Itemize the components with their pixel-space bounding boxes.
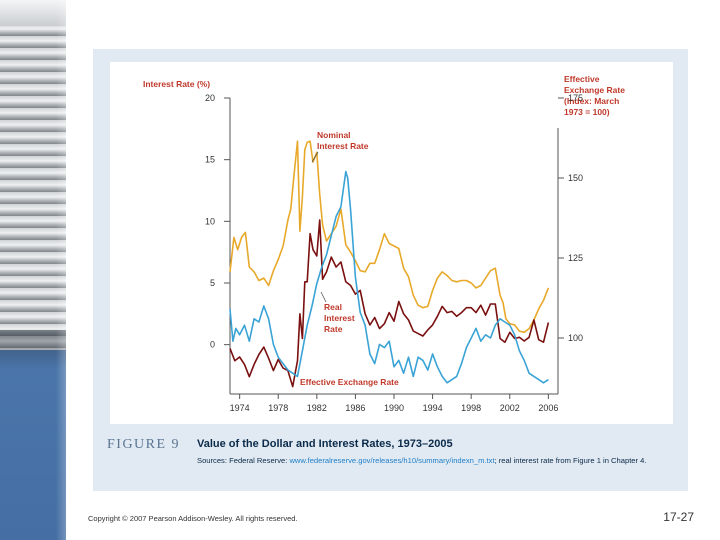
sources-prefix: Sources: Federal Reserve: bbox=[197, 456, 290, 465]
right-axis-title-line: (Index: March bbox=[564, 96, 619, 106]
x-axis-tick-label: 1978 bbox=[268, 403, 288, 413]
right-axis-title-line: 1973 = 100) bbox=[564, 107, 610, 117]
figure-label: FIGURE 9 bbox=[107, 437, 181, 452]
sources-link[interactable]: www.federalreserve.gov/releases/h10/summ… bbox=[289, 456, 495, 465]
left-axis-tick-label: 5 bbox=[210, 278, 215, 288]
right-axis-title-line: Exchange Rate bbox=[564, 85, 625, 95]
axis-ticks: 20 15 10 5 0 175 150 125 100 1974 1978 1982 1986 1990… bbox=[205, 93, 583, 413]
strip-edge-highlight bbox=[56, 0, 66, 540]
annotation-line: Interest bbox=[324, 313, 355, 323]
copyright-text: Copyright © 2007 Pearson Addison-Wesley.… bbox=[88, 514, 298, 523]
coin-stack-shadow bbox=[0, 330, 66, 370]
annotation-line: Interest Rate bbox=[317, 141, 369, 151]
annotation-real-leader bbox=[320, 291, 327, 303]
coin-stack-top bbox=[0, 0, 66, 26]
x-axis-tick-label: 1974 bbox=[230, 403, 250, 413]
right-axis-title: Effective Exchange Rate (Index: March 19… bbox=[564, 74, 627, 117]
series-line-exchange bbox=[229, 170, 549, 384]
annotation-exchange: Effective Exchange Rate bbox=[300, 377, 399, 387]
x-axis-tick-label: 1986 bbox=[345, 403, 365, 413]
x-axis-tick-label: 2006 bbox=[538, 403, 558, 413]
annotation-line: Nominal bbox=[317, 130, 351, 140]
annotation-real: Real Interest Rate bbox=[324, 302, 357, 334]
annotation-line: Real bbox=[324, 302, 342, 312]
left-axis-title: Interest Rate (%) bbox=[143, 79, 210, 89]
annotation-line: Rate bbox=[324, 324, 343, 334]
x-axis-tick-label: 1982 bbox=[307, 403, 327, 413]
left-axis-tick-label: 15 bbox=[205, 155, 215, 165]
left-axis-tick-label: 0 bbox=[210, 340, 215, 350]
series-line-real bbox=[229, 219, 550, 388]
chart-area bbox=[110, 62, 673, 424]
page-number: 17-27 bbox=[663, 510, 694, 524]
sources-suffix: ; real interest rate from Figure 1 in Ch… bbox=[494, 456, 647, 465]
right-axis-tick-label: 175 bbox=[568, 93, 583, 103]
figure-title: Value of the Dollar and Interest Rates, … bbox=[197, 438, 453, 450]
annotation-nominal: Nominal Interest Rate bbox=[317, 130, 369, 151]
coin-stack-image bbox=[0, 0, 66, 540]
right-axis-tick-label: 150 bbox=[568, 173, 583, 183]
x-axis-tick-label: 1994 bbox=[423, 403, 443, 413]
annotation-nominal-leader bbox=[311, 151, 319, 163]
right-axis-tick-label: 100 bbox=[568, 333, 583, 343]
left-axis-tick-label: 10 bbox=[205, 216, 215, 226]
coin-stack bbox=[0, 0, 66, 350]
x-axis-tick-label: 1990 bbox=[384, 403, 404, 413]
right-axis-title-line: Effective bbox=[564, 74, 600, 84]
x-axis-tick-label: 1998 bbox=[461, 403, 481, 413]
right-axis-tick-label: 125 bbox=[568, 253, 583, 263]
left-axis-tick-label: 20 bbox=[205, 93, 215, 103]
series-line-nominal bbox=[229, 140, 550, 334]
series-lines bbox=[229, 140, 550, 388]
figure-sources: Sources: Federal Reserve: www.federalres… bbox=[197, 455, 669, 466]
x-axis-tick-label: 2002 bbox=[500, 403, 520, 413]
